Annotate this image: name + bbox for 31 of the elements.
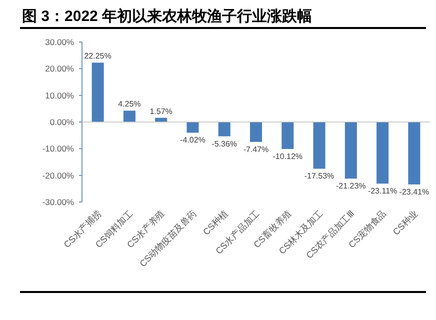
data-label: -4.02% (180, 136, 206, 145)
bar (376, 122, 389, 184)
bar (123, 110, 136, 122)
bar (250, 122, 262, 142)
bar (408, 122, 420, 184)
data-label: -10.12% (272, 152, 303, 161)
bar (313, 122, 326, 169)
chart-title: 图 3：2022 年初以来农林牧渔子行业涨跌幅 (22, 7, 312, 25)
y-tick-label: 30.00% (45, 37, 74, 47)
data-label: -17.53% (304, 172, 334, 181)
data-label: -21.23% (336, 182, 366, 191)
data-label: 4.25% (118, 100, 141, 109)
y-tick-label: -30.00% (42, 197, 74, 207)
data-label: -7.47% (243, 144, 269, 154)
x-tick-label: CS种植 (201, 208, 230, 237)
bar (186, 122, 199, 133)
y-tick-label: 10.00% (45, 90, 74, 100)
data-label: -23.11% (368, 186, 398, 196)
x-tick-label: CS种业 (390, 208, 420, 237)
y-tick-label: 20.00% (45, 64, 74, 74)
y-tick-label: 0.00% (50, 117, 74, 127)
y-tick-label: -20.00% (42, 170, 74, 180)
data-label: -23.41% (399, 187, 430, 196)
bar (282, 122, 294, 149)
bar (218, 122, 230, 136)
data-label: 22.25% (84, 52, 112, 61)
data-label: -5.36% (212, 139, 238, 148)
bar (344, 122, 357, 179)
y-tick-label: -10.00% (42, 144, 74, 154)
bar (92, 62, 104, 122)
data-label: 1.57% (150, 106, 172, 116)
